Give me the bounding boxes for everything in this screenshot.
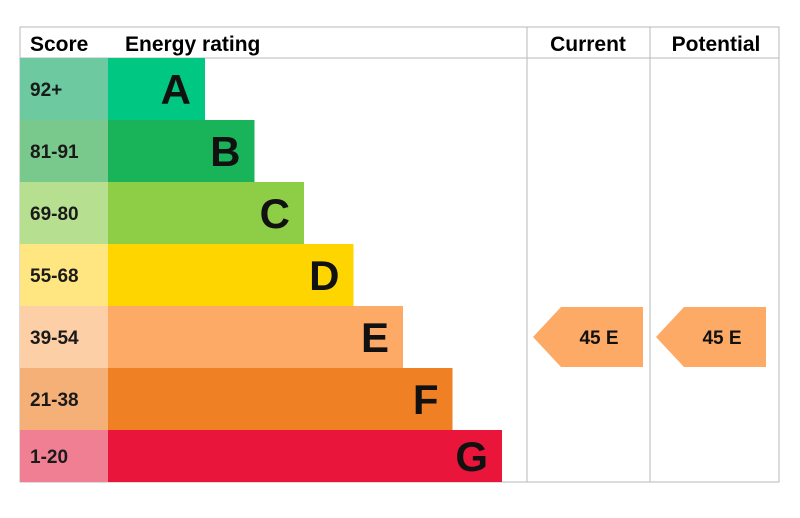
header-score: Score — [30, 33, 88, 56]
rating-bar-f — [108, 368, 453, 430]
score-cell-g — [20, 430, 108, 482]
current-arrow — [533, 307, 643, 367]
score-cell-d — [20, 244, 108, 306]
rating-bar-b — [108, 120, 255, 182]
rating-bar-e — [108, 306, 403, 368]
score-label-e: 39-54 — [30, 328, 79, 349]
rating-letter-e: E — [361, 314, 389, 361]
rating-letter-g: G — [455, 433, 488, 480]
score-cell-a — [20, 58, 108, 120]
score-label-b: 81-91 — [30, 142, 79, 163]
potential-rating-label: 45 E — [702, 328, 741, 349]
rating-letter-b: B — [210, 128, 240, 175]
rating-letter-d: D — [309, 252, 339, 299]
score-cell-b — [20, 120, 108, 182]
rating-bands: 92+ A 81-91 B 69-80 C 55-68 D 39-54 E 21-38 F 1-20 G — [20, 58, 502, 482]
score-cell-e — [20, 306, 108, 368]
header-potential: Potential — [672, 33, 761, 56]
rating-bar-c — [108, 182, 304, 244]
rating-bar-a — [108, 58, 205, 120]
score-label-g: 1-20 — [30, 447, 68, 468]
score-cell-f — [20, 368, 108, 430]
rating-letter-f: F — [413, 376, 439, 423]
score-cell-c — [20, 182, 108, 244]
score-label-f: 21-38 — [30, 390, 79, 411]
rating-letter-c: C — [260, 190, 290, 237]
score-label-c: 69-80 — [30, 204, 79, 225]
rating-bar-d — [108, 244, 354, 306]
potential-arrow — [656, 307, 766, 367]
rating-bar-g — [108, 430, 502, 482]
rating-indicators: 45 E 45 E — [533, 307, 766, 367]
header-energy-rating: Energy rating — [125, 33, 260, 56]
score-label-a: 92+ — [30, 80, 62, 101]
rating-letter-a: A — [161, 66, 191, 113]
score-label-d: 55-68 — [30, 266, 79, 287]
current-rating-label: 45 E — [579, 328, 618, 349]
header-current: Current — [550, 33, 626, 56]
